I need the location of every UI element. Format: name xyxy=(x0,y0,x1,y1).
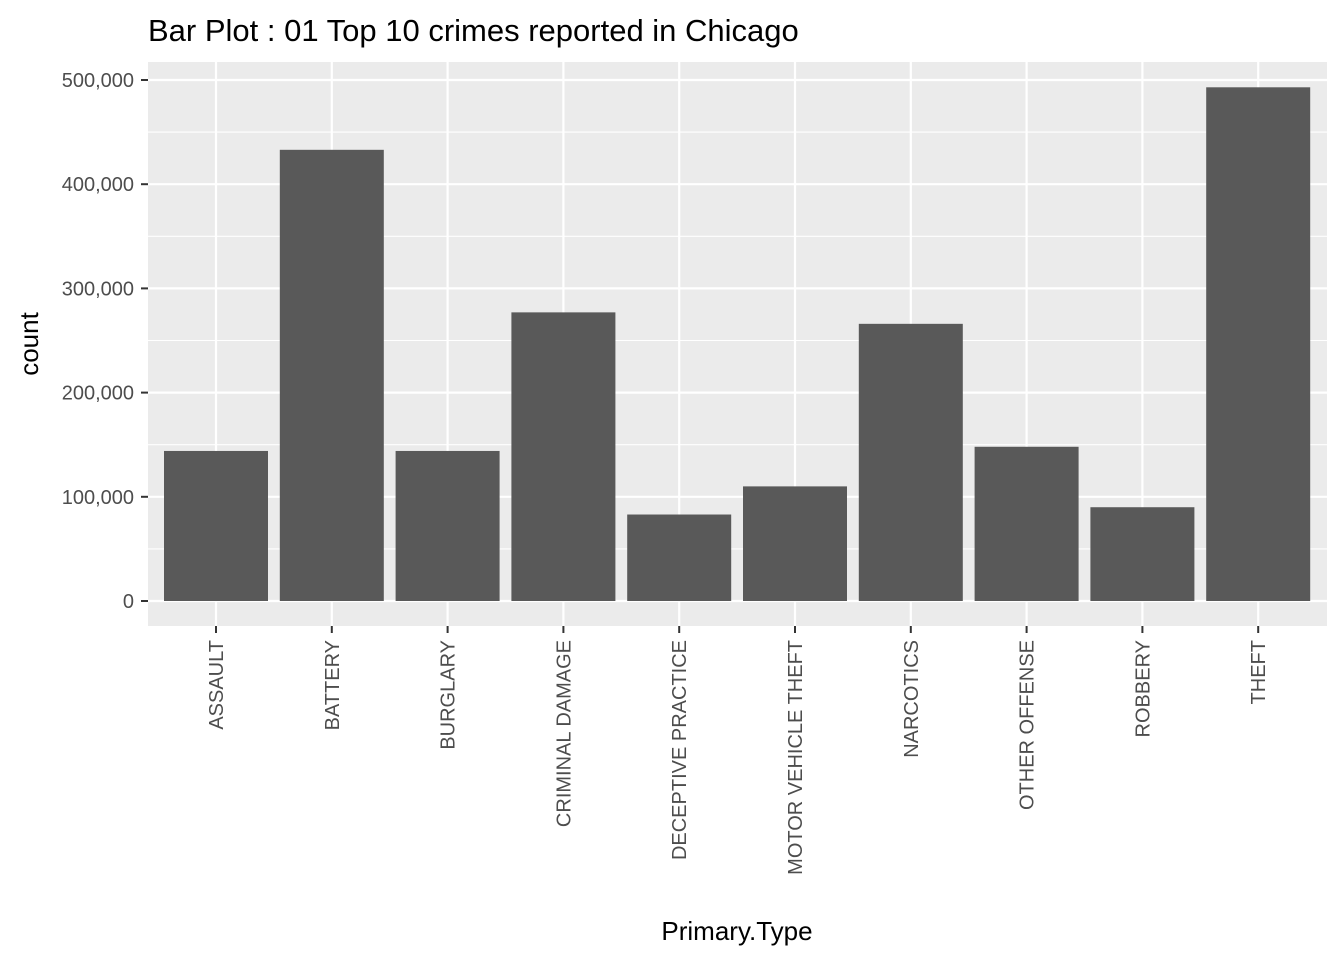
y-tick-label: 500,000 xyxy=(62,70,134,92)
bar xyxy=(1090,507,1195,601)
x-tick-label: NARCOTICS xyxy=(901,640,923,758)
y-tick-label: 400,000 xyxy=(62,174,134,196)
x-tick-label: ASSAULT xyxy=(206,640,228,730)
bar xyxy=(627,514,732,601)
bar xyxy=(858,323,963,601)
chart-title: Bar Plot : 01 Top 10 crimes reported in … xyxy=(148,13,799,48)
x-axis-title: Primary.Type xyxy=(661,916,812,946)
x-axis: ASSAULT BATTERY BURGLARY CRIMINAL DAMAGE DEC… xyxy=(206,626,1270,875)
y-axis: 0 100,000 200,000 300,000 400,000 500,000 xyxy=(62,70,148,613)
y-tick-label: 0 xyxy=(123,591,134,613)
x-tick-label: BATTERY xyxy=(322,640,344,730)
bar xyxy=(164,450,268,601)
y-tick-label: 200,000 xyxy=(62,383,134,405)
x-tick-label: MOTOR VEHICLE THEFT xyxy=(785,640,807,875)
y-tick-label: 300,000 xyxy=(62,278,134,300)
bars xyxy=(164,87,1311,601)
x-tick-label: DECEPTIVE PRACTICE xyxy=(669,640,691,860)
bar xyxy=(395,450,500,601)
bar xyxy=(511,312,616,601)
x-tick-label: CRIMINAL DAMAGE xyxy=(553,640,575,827)
x-tick-label: ROBBERY xyxy=(1132,640,1154,737)
x-tick-label: THEFT xyxy=(1248,640,1270,704)
bar xyxy=(743,486,847,601)
y-axis-title: count xyxy=(14,311,44,375)
bar xyxy=(974,446,1079,601)
y-tick-label: 100,000 xyxy=(62,487,134,509)
x-tick-label: BURGLARY xyxy=(438,640,460,750)
bar xyxy=(1206,87,1311,601)
x-tick-label: OTHER OFFENSE xyxy=(1017,640,1039,810)
bar xyxy=(279,149,384,601)
